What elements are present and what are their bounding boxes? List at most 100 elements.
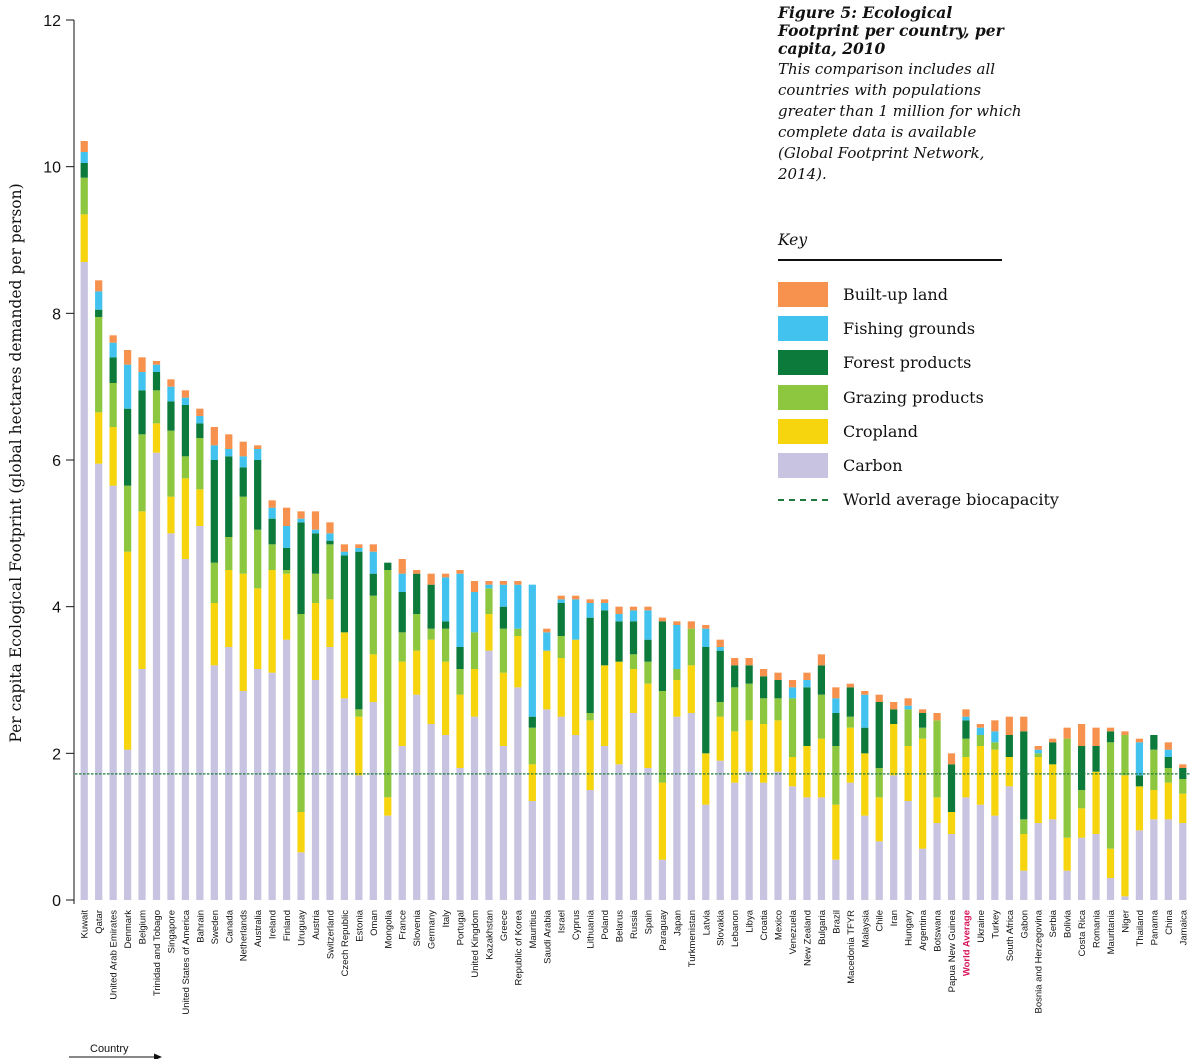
bar-stack — [123, 350, 132, 900]
bar-segment-carbon — [80, 262, 88, 900]
x-tick-label: Bulgaria — [817, 909, 828, 945]
bar-segment-forest-products — [1179, 768, 1187, 779]
bar-segment-carbon — [976, 804, 985, 900]
x-tick-label: Czech Republic — [340, 910, 351, 977]
bar-segment-fishing-grounds — [297, 518, 305, 523]
bar-stack — [817, 654, 826, 900]
bar-segment-cropland — [167, 496, 175, 534]
bar-segment-forest-products — [875, 702, 883, 768]
bar-segment-fishing-grounds — [716, 647, 724, 651]
bar-segment-carbon — [485, 650, 493, 900]
bar-segment-forest-products — [254, 460, 262, 530]
bar-stack — [384, 562, 392, 900]
bar-segment-grazing-products — [1034, 753, 1042, 757]
x-tick-label: Japan — [672, 910, 683, 936]
bar-segment-forest-products — [600, 610, 609, 666]
bar-segment-built-up-land — [687, 621, 695, 629]
x-tick-label: Romania — [1092, 909, 1103, 948]
bar-segment-forest-products — [384, 562, 392, 570]
bar-segment-carbon — [615, 764, 623, 900]
bar-segment-grazing-products — [1020, 819, 1028, 834]
bar-segment-carbon — [557, 716, 565, 900]
bar-segment-carbon — [658, 859, 667, 900]
bar-segment-fishing-grounds — [355, 548, 363, 552]
bar-stack — [890, 702, 898, 900]
bar-segment-built-up-land — [456, 570, 464, 574]
bar-segment-built-up-land — [918, 709, 927, 713]
x-tick-label: Trinidad and Tobago — [152, 910, 163, 996]
bar-stack — [528, 584, 536, 900]
bar-segment-built-up-land — [629, 606, 638, 611]
bar-stack — [745, 658, 753, 900]
bar-segment-grazing-products — [918, 727, 927, 739]
y-tick-label: 6 — [52, 453, 61, 470]
bar-segment-carbon — [1077, 837, 1086, 900]
bar-stack — [196, 408, 204, 900]
bar-segment-carbon — [1106, 878, 1115, 900]
bar-segment-built-up-land — [152, 361, 161, 365]
x-tick-label: United States of America — [181, 909, 192, 1014]
x-tick-label: World Average — [961, 910, 972, 976]
bar-segment-carbon — [644, 768, 652, 900]
x-tick-label: Niger — [1120, 910, 1131, 933]
bar-segment-built-up-land — [600, 599, 609, 603]
bar-segment-cropland — [745, 720, 753, 772]
figure-title: Figure 5: Ecological Footprint per count… — [778, 3, 1004, 58]
bar-stack — [788, 680, 797, 900]
bar-segment-built-up-land — [239, 441, 247, 457]
bar-segment-grazing-products — [528, 727, 536, 765]
bar-segment-built-up-land — [1049, 738, 1057, 743]
legend-item: Forest products — [778, 346, 1108, 380]
bar-segment-cropland — [369, 654, 377, 702]
bar-segment-built-up-land — [1092, 727, 1100, 746]
bar-segment-fishing-grounds — [904, 705, 912, 710]
bar-segment-grazing-products — [95, 317, 103, 413]
bar-segment-built-up-land — [268, 500, 276, 508]
bar-segment-grazing-products — [369, 595, 377, 655]
bar-segment-grazing-products — [123, 485, 132, 552]
bar-segment-cropland — [109, 427, 117, 486]
bar-segment-cropland — [456, 694, 464, 768]
bar-segment-forest-products — [890, 709, 898, 724]
bar-segment-carbon — [268, 672, 276, 900]
bar-segment-built-up-land — [1121, 731, 1129, 735]
bar-segment-grazing-products — [355, 709, 363, 717]
bar-segment-forest-products — [413, 573, 421, 614]
bar-segment-cropland — [731, 731, 739, 783]
bar-segment-forest-products — [1020, 731, 1028, 820]
bar-stack — [832, 687, 840, 900]
bar-segment-forest-products — [774, 680, 782, 699]
bar-segment-fishing-grounds — [673, 625, 681, 669]
bar-segment-carbon — [196, 526, 204, 900]
bar-segment-grazing-products — [282, 570, 291, 574]
bar-segment-carbon — [586, 790, 594, 900]
x-tick-label: United Kingdom — [470, 910, 481, 978]
bar-segment-built-up-land — [1005, 716, 1013, 735]
bar-segment-carbon — [210, 665, 218, 900]
bar-segment-cropland — [716, 716, 724, 761]
bar-segment-grazing-products — [658, 691, 667, 783]
bar-segment-cropland — [384, 797, 392, 816]
bar-segment-cropland — [774, 720, 782, 772]
bar-segment-cropland — [1092, 771, 1100, 834]
bar-segment-grazing-products — [181, 456, 190, 479]
x-tick-label: Australia — [253, 909, 264, 947]
bar-segment-carbon — [702, 804, 710, 900]
bar-segment-built-up-land — [904, 698, 912, 706]
x-tick-label: Macedonia TFYR — [846, 910, 857, 984]
bar-segment-grazing-products — [80, 177, 88, 215]
bar-segment-grazing-products — [225, 537, 233, 570]
bar-segment-cropland — [196, 489, 204, 526]
x-tick-label: United Arab Emirates — [109, 910, 120, 1000]
bar-stack — [875, 694, 883, 900]
bar-segment-grazing-products — [427, 628, 435, 640]
x-tick-label: Libya — [745, 909, 756, 932]
x-tick-label: Austria — [311, 909, 322, 939]
bar-segment-built-up-land — [398, 559, 406, 574]
bar-segment-grazing-products — [413, 614, 421, 651]
bar-segment-built-up-land — [947, 753, 956, 765]
bar-segment-cropland — [933, 797, 941, 823]
bar-segment-fishing-grounds — [210, 445, 218, 460]
bar-stack — [109, 335, 117, 900]
x-tick-label: Slovakia — [716, 909, 727, 946]
